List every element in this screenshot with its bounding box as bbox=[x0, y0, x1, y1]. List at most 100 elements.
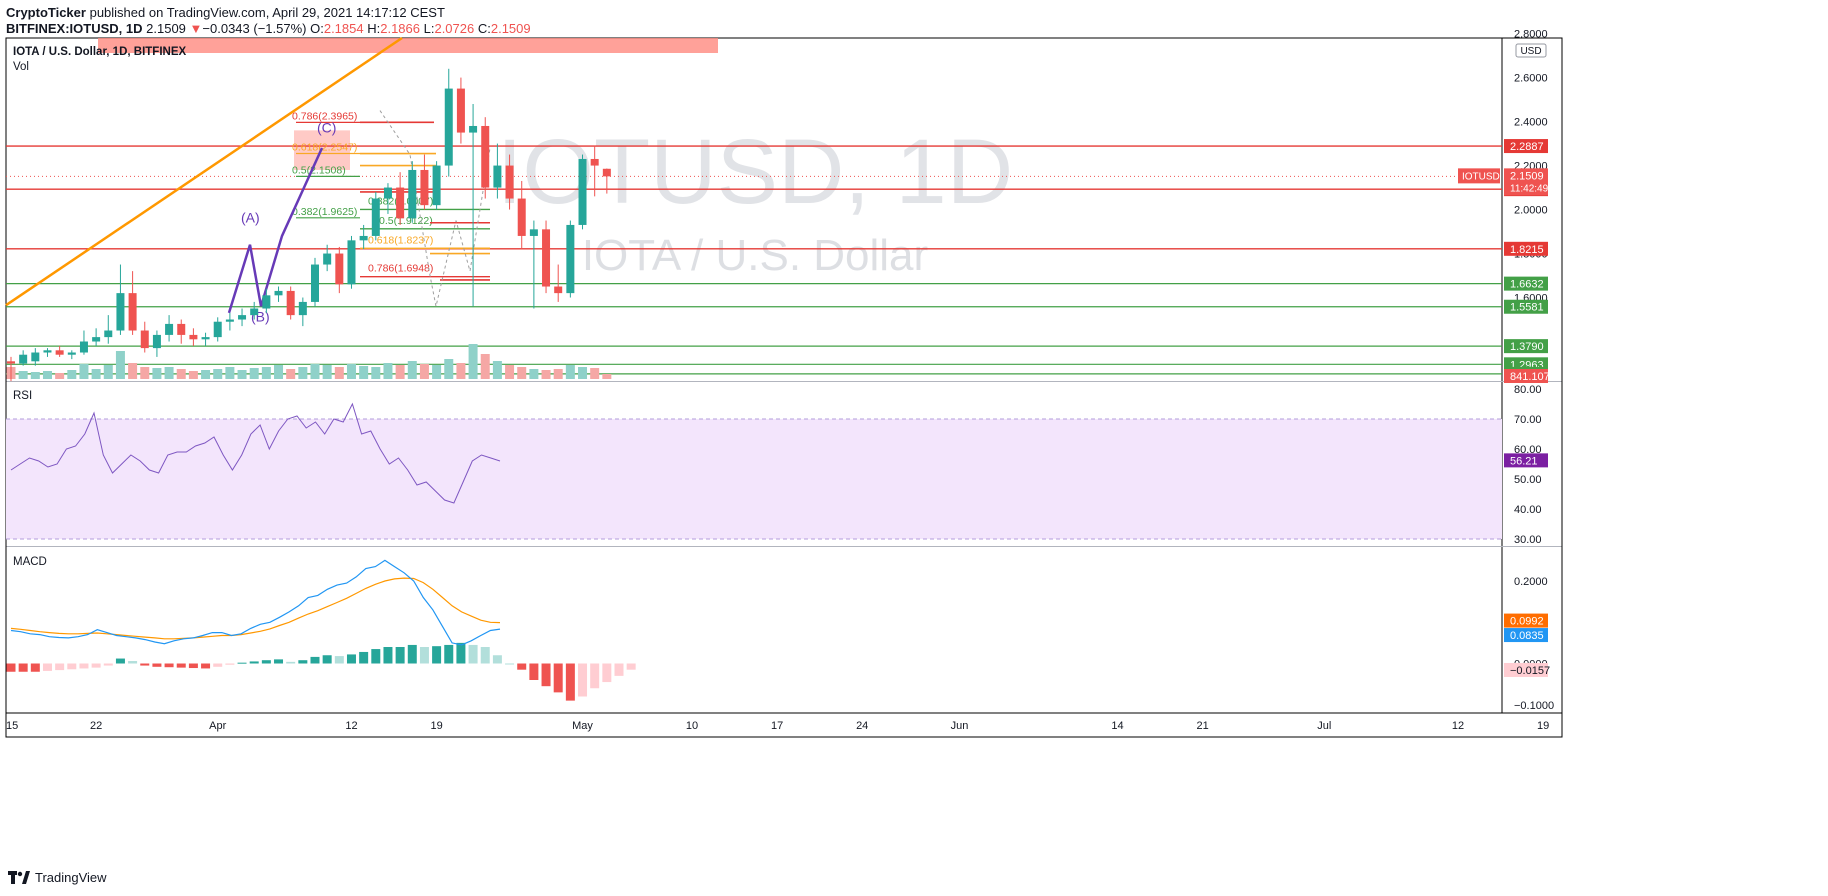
candle bbox=[92, 328, 101, 346]
candle-body bbox=[542, 229, 551, 287]
volume-bar bbox=[444, 359, 454, 379]
macd-histogram-bar bbox=[346, 654, 356, 664]
macd-histogram-bar bbox=[444, 644, 454, 664]
candle bbox=[128, 271, 137, 335]
candle bbox=[140, 321, 149, 353]
candle bbox=[602, 168, 611, 194]
candle bbox=[554, 264, 563, 302]
volume-bar bbox=[505, 365, 515, 379]
candle bbox=[456, 77, 465, 144]
candle-body bbox=[104, 330, 113, 338]
candle-body bbox=[566, 224, 575, 294]
macd-histogram-bar bbox=[237, 662, 247, 664]
candle-body bbox=[55, 350, 64, 355]
high-value: 2.1866 bbox=[380, 21, 420, 36]
volume-bar bbox=[42, 371, 52, 379]
change-arrow: ▼ bbox=[189, 21, 203, 36]
wave-label-a: (A) bbox=[241, 210, 260, 226]
volume-label: Vol bbox=[13, 61, 29, 73]
volume-bar bbox=[79, 364, 89, 379]
candle-body bbox=[67, 352, 76, 355]
macd-histogram-bar bbox=[395, 647, 405, 664]
open-label: O: bbox=[310, 21, 324, 36]
candle-body bbox=[602, 168, 611, 177]
macd-histogram-bar bbox=[152, 663, 162, 667]
date-tick-label: Jul bbox=[1317, 720, 1331, 732]
level-axis-label: 1.8215 bbox=[1504, 241, 1548, 256]
volume-bar bbox=[578, 367, 588, 379]
macd-histogram-bar bbox=[42, 663, 52, 671]
date-tick-label: 21 bbox=[1197, 720, 1209, 732]
rsi-tick-label: 40.00 bbox=[1514, 504, 1542, 516]
candle-body bbox=[335, 253, 344, 285]
level-axis-label: 1.6632 bbox=[1504, 276, 1548, 291]
volume-bar bbox=[602, 374, 612, 379]
macd-histogram-bar bbox=[529, 663, 539, 680]
fib-level-label: 0.786(1.6948) bbox=[368, 263, 433, 275]
candle-body bbox=[505, 165, 514, 199]
candle-body bbox=[238, 315, 247, 320]
price-change: −0.0343 (−1.57%) bbox=[202, 21, 307, 36]
candle-body bbox=[213, 321, 222, 338]
macd-histogram-bar bbox=[480, 647, 490, 664]
watermark-symbol: IOTUSD, 1D bbox=[497, 121, 1013, 223]
macd-histogram-bar bbox=[274, 659, 284, 664]
candle-body bbox=[481, 125, 490, 188]
countdown-text: 11:42:49 bbox=[1510, 183, 1549, 194]
candle-body bbox=[298, 301, 307, 316]
macd-histogram-bar bbox=[91, 663, 101, 668]
date-tick-label: 12 bbox=[1452, 720, 1464, 732]
volume-bar bbox=[456, 363, 466, 379]
candle bbox=[505, 154, 514, 210]
level-axis-label-box bbox=[1504, 139, 1548, 154]
volume-bar bbox=[590, 368, 600, 379]
level-axis-label-text: 1.8215 bbox=[1510, 244, 1544, 256]
close-value: 2.1509 bbox=[490, 21, 531, 36]
candle-body bbox=[165, 323, 174, 335]
macd-histogram-bar bbox=[505, 663, 515, 665]
candle bbox=[31, 348, 40, 366]
price-tick-label: 2.8000 bbox=[1514, 29, 1548, 41]
candle-body bbox=[201, 337, 210, 340]
low-value: 2.0726 bbox=[434, 21, 475, 36]
candle-body bbox=[347, 240, 356, 285]
macd-histogram-bar bbox=[201, 663, 211, 669]
macd-axis-label-text: 0.0835 bbox=[1510, 630, 1544, 642]
macd-histogram-bar bbox=[115, 658, 125, 664]
candle-body bbox=[128, 293, 137, 331]
macd-histogram-bar bbox=[614, 663, 624, 676]
volume-bar bbox=[517, 367, 527, 379]
candle bbox=[590, 145, 599, 197]
volume-bar bbox=[188, 371, 198, 379]
candle bbox=[43, 348, 52, 357]
date-tick-label: 24 bbox=[856, 720, 868, 732]
candle-body bbox=[432, 165, 441, 206]
macd-histogram-bar bbox=[432, 646, 442, 664]
candle-body bbox=[92, 337, 101, 342]
macd-label: MACD bbox=[13, 556, 47, 568]
price-tick-label: 2.0000 bbox=[1514, 205, 1548, 217]
volume-bar bbox=[237, 370, 247, 379]
tradingview-footer[interactable]: TradingView bbox=[8, 870, 107, 885]
macd-histogram-bar bbox=[541, 663, 551, 687]
volume-bar bbox=[91, 369, 101, 379]
macd-axis-label-box bbox=[1504, 628, 1548, 643]
candle-body bbox=[590, 158, 599, 166]
date-tick-label: 22 bbox=[90, 720, 102, 732]
macd-histogram-bar bbox=[322, 655, 332, 664]
fib-level-label: 0.382(1.9625) bbox=[292, 206, 357, 218]
level-axis-label: 1.5581 bbox=[1504, 299, 1548, 314]
candle bbox=[444, 68, 453, 177]
candle-body bbox=[493, 165, 502, 188]
ohlc-header: BITFINEX:IOTUSD, 1D 2.1509 ▼−0.0343 (−1.… bbox=[6, 21, 531, 36]
outer-frame bbox=[5, 37, 1563, 738]
candle bbox=[274, 286, 283, 302]
macd-histogram-bar bbox=[456, 642, 466, 664]
macd-signal-line bbox=[10, 577, 501, 640]
candle bbox=[7, 356, 15, 382]
macd-histogram-bar bbox=[407, 644, 417, 664]
footer-brand: TradingView bbox=[35, 870, 107, 885]
high-label: H: bbox=[367, 21, 381, 36]
macd-hist-axis-label: −0.0157 bbox=[1504, 662, 1550, 677]
